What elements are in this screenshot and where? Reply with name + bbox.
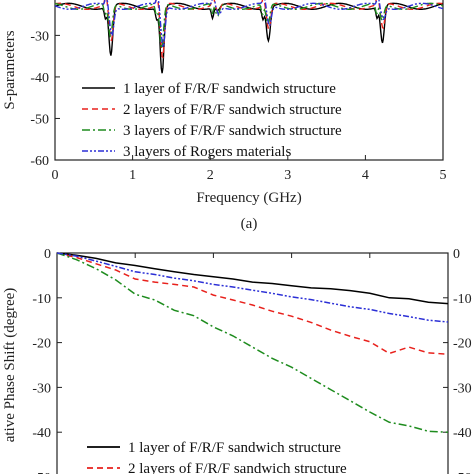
x-tick-label-a: 2 [207,168,214,183]
x-tick-label-a: 5 [440,168,447,183]
y-tick-label-b: -20 [32,337,51,352]
y-right-tick-label-b: 0 [453,247,460,262]
tick-marks-a [54,34,444,161]
y-tick-label-b: 0 [44,247,51,262]
legend-b: 1 layer of F/R/F sandwich structure 2 lay… [87,440,347,474]
y-tick-label-b: -30 [32,381,51,396]
x-tick-label-a: 0 [52,168,59,183]
y-tick-labels-b: 0 -10 -20 -30 -40 -50 [32,247,51,474]
y-right-tick-label-b: -40 [453,426,472,441]
x-tick-label-a: 3 [284,168,291,183]
legend-label-a: 2 layers of F/R/F sandwich structure [123,102,342,118]
y-right-tick-label-b: -30 [453,381,472,396]
y-right-tick-label-b: -10 [453,292,472,307]
legend-label-a: 3 layers of F/R/F sandwich structure [123,123,342,139]
legend-a: 1 layer of F/R/F sandwich structure 2 lay… [82,81,342,160]
x-tick-label-a: 4 [362,168,369,183]
y-tick-label-b: -50 [32,471,51,474]
x-tick-labels-a: 0 1 2 3 4 5 [52,168,447,183]
series-line-b [56,252,449,355]
y-tick-labels-a: -30 -40 -50 -60 [30,29,49,169]
series-lines-b [56,252,449,433]
panel-caption-a: (a) [241,216,258,232]
series-line-a [54,2,444,74]
y-axis-title-a: S-parameters [2,30,18,109]
y-right-tick-label-b: -20 [453,337,472,352]
series-line-a [54,2,444,50]
legend-label-b: 1 layer of F/R/F sandwich structure [128,440,341,456]
series-lines-a [54,0,444,74]
y-tick-label-a: -40 [30,71,49,86]
right-tick-labels-b: 0 -10 -20 -30 -40 -50 [453,247,472,474]
series-line-a [54,0,444,50]
y-tick-label-a: -50 [30,112,49,127]
legend-label-a: 1 layer of F/R/F sandwich structure [123,81,336,97]
series-line-b [56,252,449,305]
y-tick-label-a: -30 [30,29,49,44]
chart-panel-a: -30 -40 -50 -60 0 1 2 3 4 5 Frequency (GHz) S-pa… [2,0,447,232]
x-tick-label-a: 1 [129,168,136,183]
legend-label-a: 3 layers of Rogers materials [123,144,291,160]
y-axis-title-b: ative Phase Shift (degree) [2,288,18,443]
series-line-b [56,252,449,433]
chart-panel-b: 0 -10 -20 -30 -40 -50 0 -10 -20 -30 -40 -50 ative … [2,247,472,474]
x-axis-title-a: Frequency (GHz) [196,190,301,206]
series-line-a [54,0,444,59]
legend-label-b: 2 layers of F/R/F sandwich structure [128,461,347,474]
y-tick-label-b: -10 [32,292,51,307]
plot-frame-b [56,252,449,474]
y-right-tick-label-b: -50 [453,471,472,474]
y-tick-label-b: -40 [32,426,51,441]
y-tick-label-a: -60 [30,154,49,169]
plot-frame-a [54,0,444,161]
series-line-b [56,252,449,323]
